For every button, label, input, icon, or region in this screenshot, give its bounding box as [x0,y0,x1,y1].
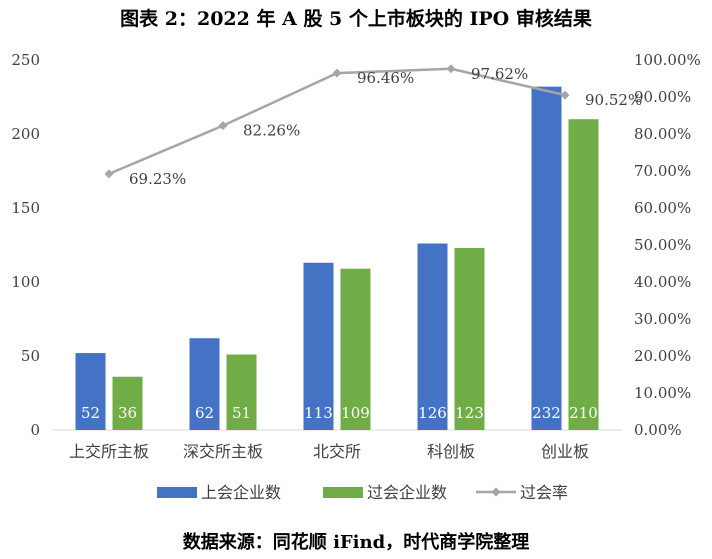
y-right-tick-label: 10.00% [634,384,691,402]
bar-approved [112,376,143,430]
legend-swatch-approved [323,487,363,498]
y-left-tick-label: 50 [21,347,40,365]
rate-data-label: 90.52% [585,91,642,109]
rate-marker [446,64,456,74]
bar-listed [531,86,562,430]
rate-marker [218,121,228,131]
y-left-tick-label: 150 [11,199,40,217]
y-right-tick-label: 90.00% [634,88,691,106]
x-category-label: 创业板 [541,442,589,461]
rate-marker [332,68,342,78]
bar-approved [340,268,371,430]
bar-listed [189,338,220,430]
legend-swatch-rate-marker [491,487,501,497]
y-left-tick-label: 0 [30,421,40,439]
y-right-tick-label: 60.00% [634,199,691,217]
y-left-tick-label: 250 [11,51,40,69]
legend-label: 过会企业数 [367,483,447,502]
chart-source: 数据来源：同花顺 iFind，时代商学院整理 [182,532,530,553]
y-left-tick-label: 100 [11,273,40,291]
bar-listed [303,262,334,430]
y-right-tick-label: 80.00% [634,125,691,143]
bar-data-label: 232 [532,404,561,422]
rate-line [108,67,566,176]
legend-label: 上会企业数 [201,483,281,502]
bar-approved [226,354,257,430]
bar-listed [75,353,106,430]
y-right-tick-label: 70.00% [634,162,691,180]
bar-data-label: 126 [418,404,447,422]
y-left-tick-label: 200 [11,125,40,143]
rate-data-label: 69.23% [129,170,186,188]
bar-approved [568,119,599,430]
rate-data-label: 82.26% [243,122,300,140]
rate-marker [560,90,570,100]
bar-data-label: 109 [341,404,370,422]
y-right-tick-label: 50.00% [634,236,691,254]
y-right-tick-label: 100.00% [634,51,701,69]
bar-listed [417,243,448,430]
y-right-tick-label: 0.00% [634,421,682,439]
rate-data-label: 96.46% [357,69,414,87]
bar-data-label: 123 [455,404,484,422]
legend-swatch-listed [157,487,197,498]
bar-data-label: 51 [232,404,251,422]
x-category-label: 深交所主板 [183,442,263,461]
bar-data-label: 210 [569,404,598,422]
bar-data-label: 62 [195,404,214,422]
bar-data-label: 36 [118,404,137,422]
y-right-tick-label: 20.00% [634,347,691,365]
x-category-label: 上交所主板 [69,442,149,461]
x-category-label: 北交所 [313,442,361,461]
rate-data-label: 97.62% [471,65,528,83]
bar-approved [454,247,485,430]
bar-data-label: 113 [304,404,333,422]
legend-label: 过会率 [520,483,568,502]
rate-marker [104,169,114,179]
bar-data-label: 52 [81,404,100,422]
chart-title: 图表 2：2022 年 A 股 5 个上市板块的 IPO 审核结果 [120,8,592,30]
y-right-tick-label: 40.00% [634,273,691,291]
x-category-label: 科创板 [427,442,475,461]
y-right-tick-label: 30.00% [634,310,691,328]
